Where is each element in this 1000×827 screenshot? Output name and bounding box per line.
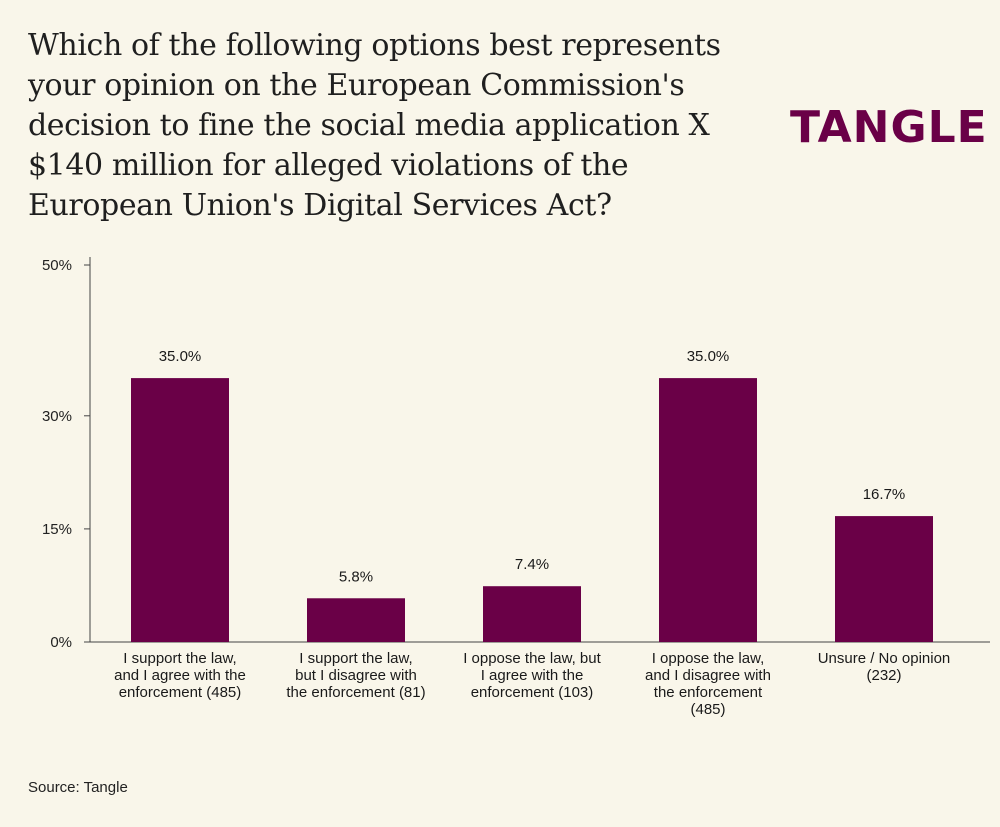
chart-title: Which of the following options best repr… bbox=[28, 28, 721, 223]
bar bbox=[659, 378, 757, 642]
x-category-label: I oppose the law, but I agree with the enf… bbox=[463, 650, 601, 701]
bar bbox=[131, 378, 229, 642]
bar-value-label: 5.8% bbox=[339, 568, 373, 585]
x-category-label: I support the law, and I agree with the en… bbox=[114, 650, 246, 701]
bar-value-label: 35.0% bbox=[159, 348, 202, 365]
y-tick-label: 30% bbox=[42, 408, 72, 425]
bar-value-label: 16.7% bbox=[863, 486, 906, 503]
bar bbox=[835, 516, 933, 642]
y-tick-label: 15% bbox=[42, 521, 72, 538]
bar-value-label: 35.0% bbox=[687, 348, 730, 365]
x-category-label: I oppose the law, and I disagree with the … bbox=[645, 650, 771, 718]
bar bbox=[307, 598, 405, 642]
y-tick-label: 50% bbox=[42, 257, 72, 274]
source-note: Source: Tangle bbox=[28, 779, 128, 796]
x-category-label: I support the law, but I disagree with the… bbox=[286, 650, 426, 701]
tangle-logo: TANGLE bbox=[790, 102, 988, 153]
bar-value-label: 7.4% bbox=[515, 556, 549, 573]
x-category-label: Unsure / No opinion (232) bbox=[817, 650, 951, 684]
bar bbox=[483, 586, 581, 642]
y-tick-label: 0% bbox=[50, 634, 72, 651]
